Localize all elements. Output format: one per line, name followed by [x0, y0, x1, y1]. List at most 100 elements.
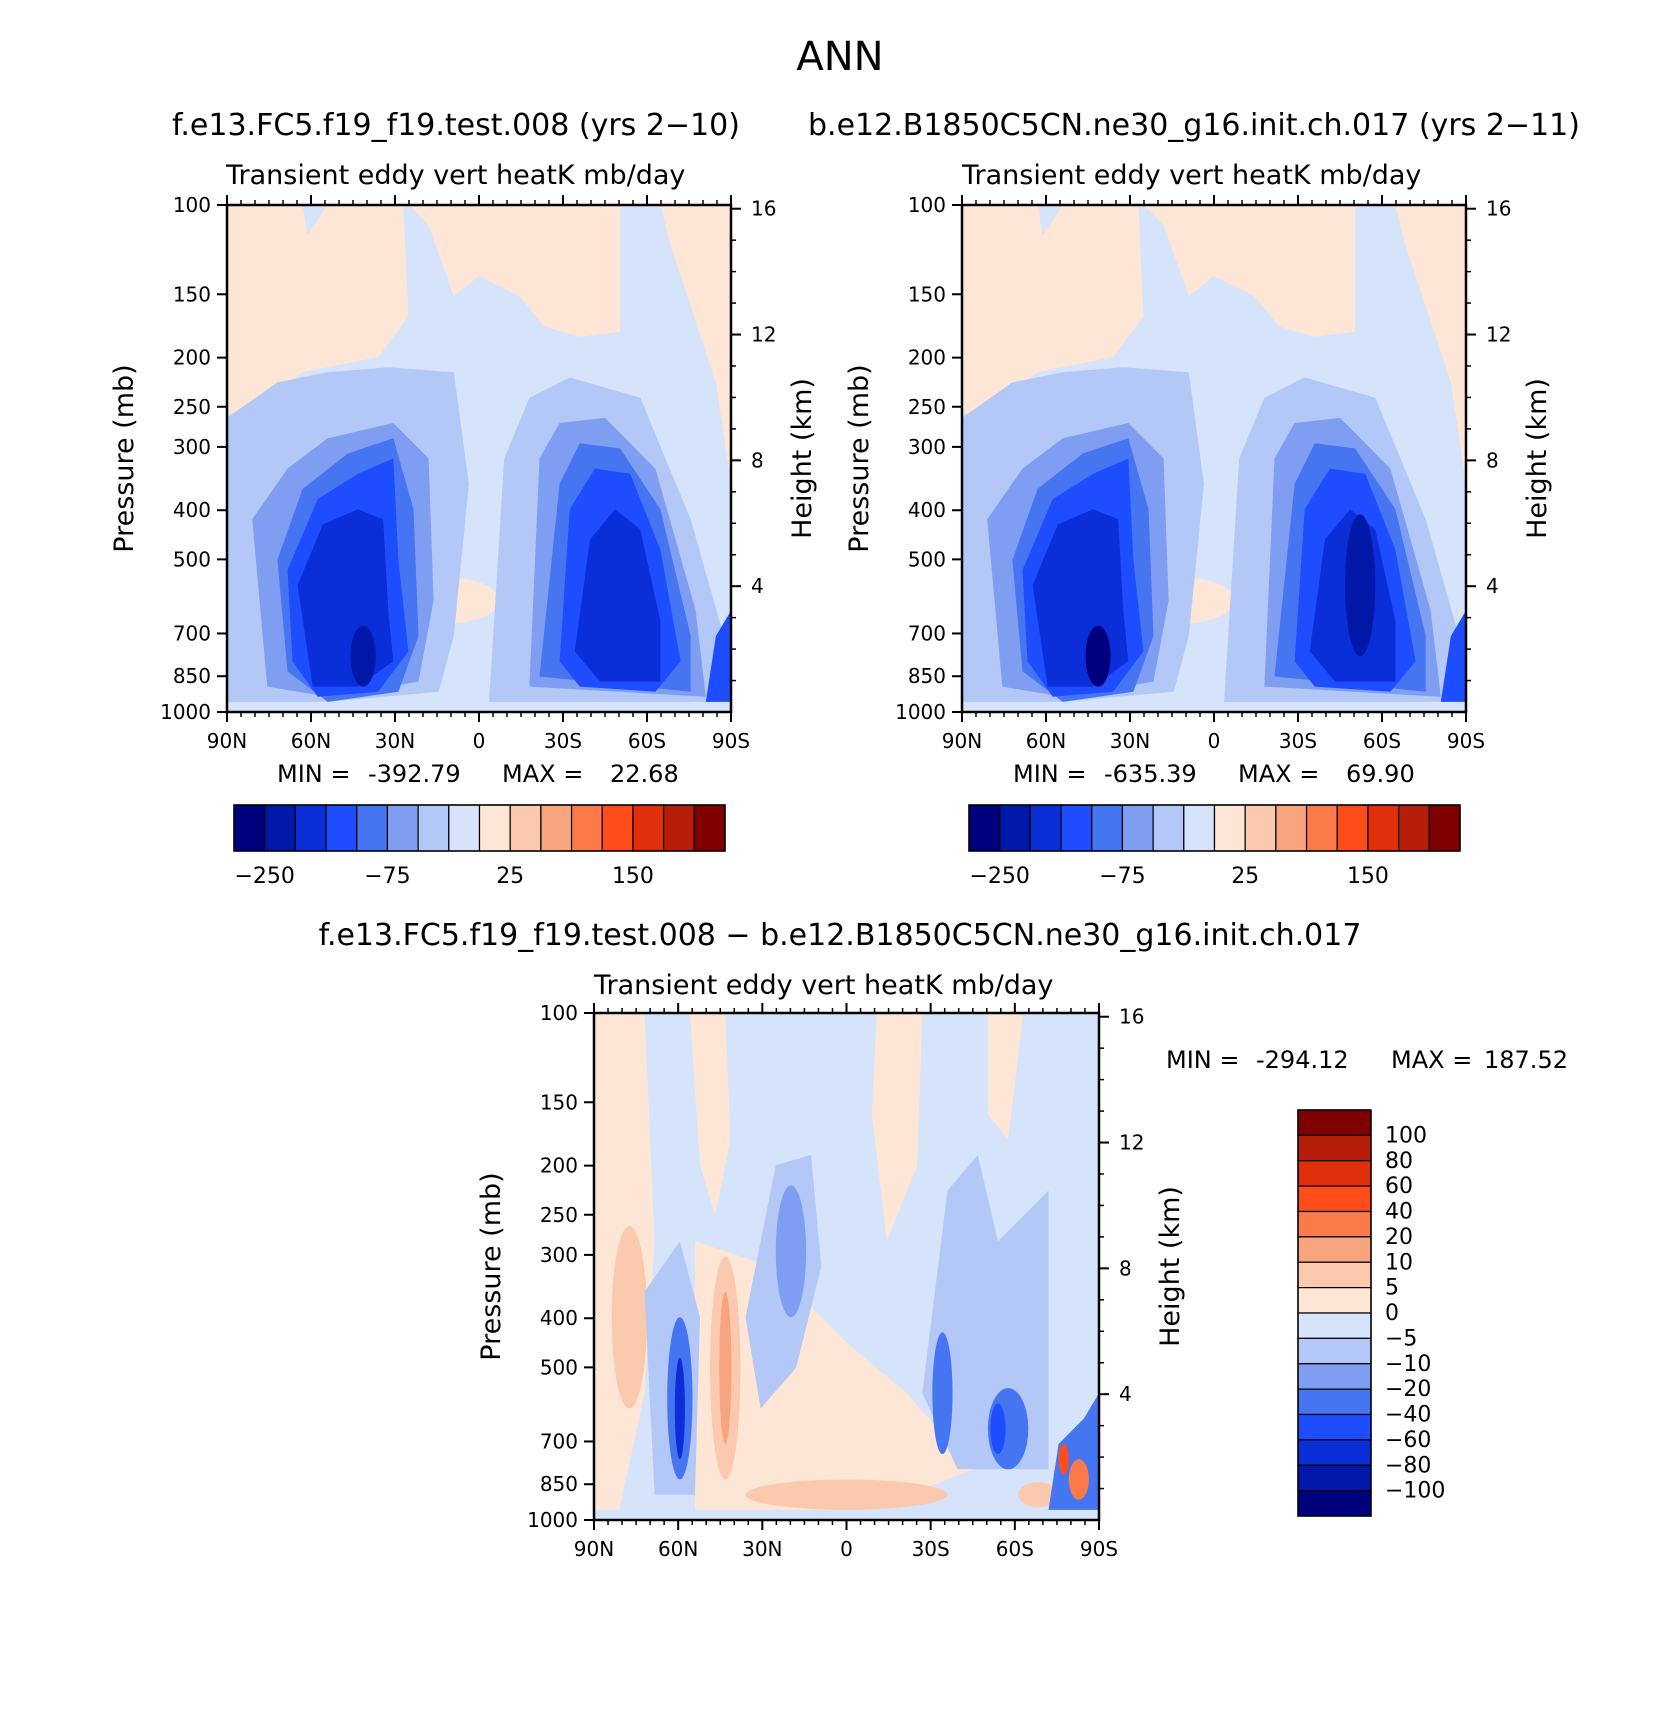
- y2-axis-label: Height (km): [1522, 378, 1553, 539]
- x-tick-label: 90N: [574, 1537, 614, 1561]
- y-tick-label: 200: [173, 346, 211, 370]
- colorbar-label: 5: [1385, 1276, 1399, 1301]
- colorbar-swatch: [1336, 804, 1369, 852]
- y2-tick-label: 12: [1486, 323, 1511, 347]
- colorbar-swatch: [1297, 1490, 1372, 1517]
- colorbar-swatch: [1029, 804, 1062, 852]
- y2-tick-label: 4: [1486, 574, 1499, 598]
- colorbar-label: −75: [364, 864, 410, 889]
- y-tick-label: 100: [540, 1001, 578, 1025]
- colorbar-swatch: [294, 804, 327, 852]
- y-tick-label: 500: [173, 547, 211, 571]
- y-tick-label: 200: [540, 1154, 578, 1178]
- diff-warm: [719, 1291, 732, 1444]
- colorbar-swatch: [1297, 1439, 1372, 1466]
- y-tick-label: 500: [540, 1355, 578, 1379]
- colorbar-label: 0: [1385, 1301, 1399, 1326]
- y-tick-label: 850: [540, 1472, 578, 1496]
- diff-warm: [1018, 1481, 1059, 1508]
- colorbar-swatch: [1297, 1109, 1372, 1136]
- y2-tick-label: 8: [1119, 1256, 1132, 1280]
- y-tick-label: 850: [173, 664, 211, 688]
- y-axis-label: Pressure (mb): [844, 364, 875, 552]
- y-tick-label: 250: [908, 395, 946, 419]
- colorbar-label: 150: [1347, 864, 1389, 889]
- panel-2: 90N 60N 30N 0 30S 60S 90S 100 150 200 250 300 400 500…: [476, 1001, 1186, 1561]
- colorbar-label: 150: [612, 864, 654, 889]
- colorbar-label: −20: [1385, 1377, 1431, 1402]
- plot-title-diff: Transient eddy vert heatK mb/day: [594, 970, 1054, 1001]
- colorbar-label: 25: [496, 864, 524, 889]
- colorbar-label: −40: [1385, 1403, 1431, 1428]
- y-tick-label: 400: [173, 498, 211, 522]
- colorbar-label: −250: [234, 864, 294, 889]
- min-label-diff: MIN =: [1166, 1046, 1240, 1074]
- colorbar-swatch: [1213, 804, 1246, 852]
- case-title-right: b.e12.B1850C5CN.ne30_g16.init.ch.017 (yr…: [808, 108, 1580, 143]
- warm-region: [1395, 205, 1466, 484]
- min-label-right: MIN =: [1013, 760, 1087, 788]
- colorbar-swatch: [233, 804, 266, 852]
- colorbar-swatch: [1428, 804, 1461, 852]
- x-tick-label: 30S: [544, 729, 582, 753]
- x-tick-label: 90N: [207, 729, 247, 753]
- y-tick-label: 100: [908, 193, 946, 217]
- max-label-right: MAX =: [1238, 760, 1320, 788]
- y2-tick-label: 4: [751, 574, 764, 598]
- y-tick-label: 200: [908, 346, 946, 370]
- plot-title-right: Transient eddy vert heatK mb/day: [962, 160, 1422, 191]
- colorbar-0: −250 −75 25 150: [233, 804, 726, 889]
- colorbar-swatch: [968, 804, 1001, 852]
- colorbar-swatch: [540, 804, 573, 852]
- plot-title-left: Transient eddy vert heatK mb/day: [226, 160, 686, 191]
- min-value-right: -635.39: [1104, 760, 1197, 788]
- colorbar-swatch: [632, 804, 665, 852]
- x-tick-label: 90S: [1080, 1537, 1118, 1561]
- colorbar-swatch: [509, 804, 542, 852]
- max-value-right: 69.90: [1346, 760, 1415, 788]
- colorbar-swatch: [1367, 804, 1400, 852]
- diff-warm: [871, 1013, 923, 1242]
- min-value-diff: -294.12: [1256, 1046, 1349, 1074]
- colorbar-swatch: [1297, 1337, 1372, 1365]
- colorbar-label: 100: [1385, 1123, 1427, 1148]
- colorbar-label: −100: [1385, 1479, 1445, 1504]
- y-tick-label: 400: [908, 498, 946, 522]
- colorbar-swatch: [1297, 1160, 1372, 1187]
- max-value-left: 22.68: [610, 760, 679, 788]
- colorbar-label: −75: [1099, 864, 1145, 889]
- warm-region: [227, 205, 409, 413]
- colorbar-label: −60: [1385, 1428, 1431, 1453]
- y-tick-label: 300: [908, 435, 946, 459]
- colorbar-label: −10: [1385, 1352, 1431, 1377]
- max-value-diff: 187.52: [1484, 1046, 1568, 1074]
- min-value-left: -392.79: [368, 760, 461, 788]
- x-tick-label: 60S: [1363, 729, 1401, 753]
- y-tick-label: 250: [540, 1203, 578, 1227]
- colorbar-swatch: [1297, 1185, 1372, 1213]
- warm-region: [1143, 205, 1356, 337]
- y-tick-label: 1000: [527, 1508, 578, 1532]
- colorbar-swatch: [1244, 804, 1277, 852]
- y-tick-label: 250: [173, 395, 211, 419]
- panel-1: 90N 60N 30N 0 30S 60S 90S 100 150 200 250 300 400 500…: [844, 193, 1553, 753]
- diff-cool: [932, 1332, 953, 1455]
- y-tick-label: 100: [173, 193, 211, 217]
- x-tick-label: 60S: [628, 729, 666, 753]
- storm-core: [350, 625, 376, 687]
- x-tick-label: 60N: [291, 729, 331, 753]
- colorbar-swatch: [417, 804, 450, 852]
- diff-cool: [775, 1185, 807, 1318]
- colorbar-swatch: [1297, 1312, 1372, 1339]
- y-tick-label: 500: [908, 547, 946, 571]
- colorbar-swatch: [1152, 804, 1185, 852]
- y2-tick-label: 8: [1486, 448, 1499, 472]
- max-label-diff: MAX =: [1391, 1046, 1473, 1074]
- diff-warm: [1058, 1443, 1069, 1475]
- colorbar-swatch: [663, 804, 695, 852]
- y-tick-label: 850: [908, 664, 946, 688]
- y-tick-label: 300: [173, 435, 211, 459]
- colorbar-label: −250: [969, 864, 1029, 889]
